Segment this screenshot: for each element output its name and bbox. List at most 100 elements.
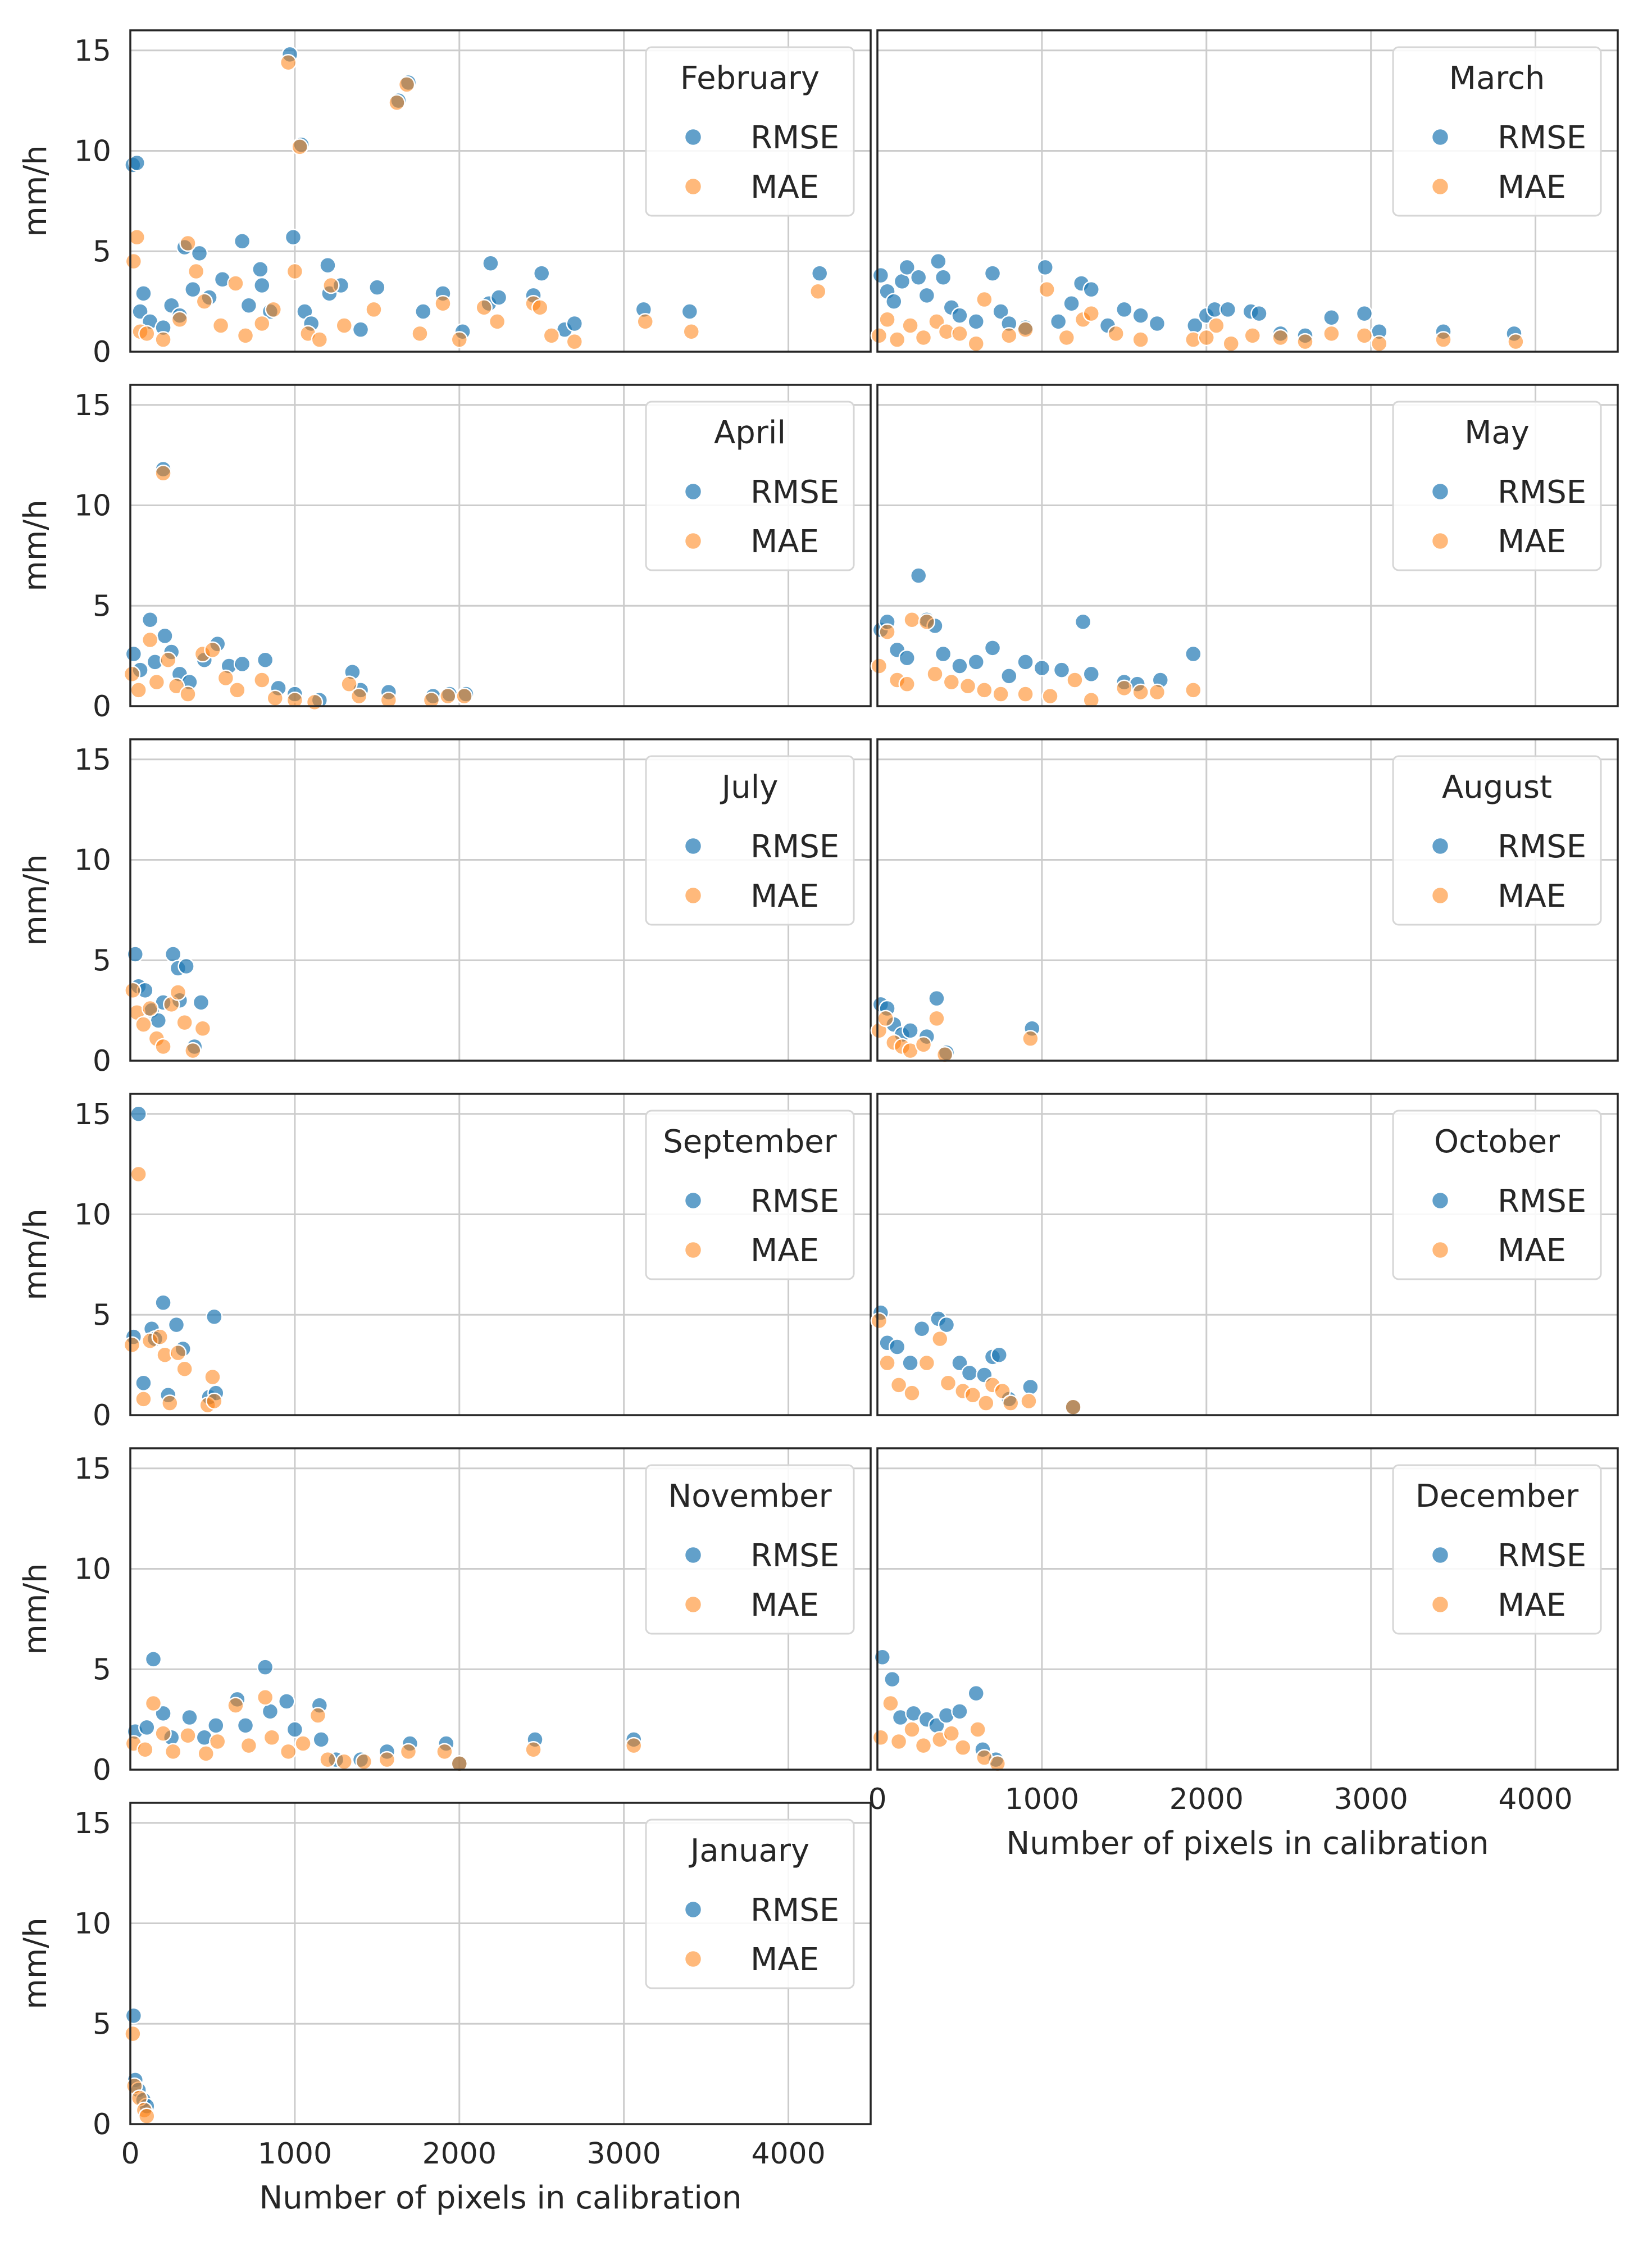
rmse-point — [154, 1294, 172, 1312]
rmse-point — [128, 154, 145, 172]
mae-point — [525, 1741, 542, 1758]
x-tick-label: 0 — [121, 2137, 139, 2171]
mae-point — [398, 76, 416, 93]
rmse-point — [566, 315, 584, 333]
mae-point — [903, 611, 921, 629]
mae-point — [976, 681, 993, 699]
y-tick-label: 10 — [74, 1198, 111, 1232]
y-tick-label: 5 — [93, 1653, 111, 1687]
rmse-point — [898, 649, 916, 667]
mae-point — [976, 290, 993, 308]
mae-point — [943, 1725, 961, 1742]
rmse-point — [181, 1708, 198, 1726]
rmse-point — [992, 303, 1009, 320]
rmse-point — [811, 265, 829, 282]
mae-point — [309, 1707, 327, 1724]
mae-point — [148, 673, 166, 691]
mae-legend-marker — [684, 886, 703, 905]
rmse-point — [286, 1721, 304, 1738]
mae-point — [279, 1743, 297, 1761]
y-tick-label: 0 — [93, 1399, 111, 1433]
x-tick-label: 1000 — [1005, 1783, 1079, 1816]
mae-point — [130, 1165, 147, 1183]
mae-point — [399, 1743, 417, 1761]
y-tick-label: 0 — [93, 335, 111, 369]
axes-frame — [129, 738, 872, 1062]
axes-frame — [129, 384, 872, 707]
legend-title: August — [1442, 769, 1552, 806]
rmse-point — [138, 1719, 156, 1737]
rmse-point — [490, 289, 508, 306]
mae-point — [311, 331, 329, 348]
mae-point — [253, 315, 271, 333]
mae-point — [682, 323, 700, 340]
y-tick-label: 10 — [74, 135, 111, 169]
mae-point — [138, 325, 156, 343]
axes-frame — [876, 1447, 1619, 1771]
mae-point — [989, 1755, 1007, 1772]
y-axis-label: mm/h — [17, 1917, 54, 2009]
mae-point — [1017, 321, 1034, 338]
x-axis-label: Number of pixels in calibration — [1006, 1825, 1489, 1862]
rmse-point — [884, 1670, 901, 1688]
mae-point — [1017, 685, 1034, 703]
mae-point — [1435, 331, 1452, 348]
mae-point — [319, 1751, 336, 1769]
legend: March RMSE MAE — [1392, 46, 1602, 217]
mae-point — [1148, 683, 1166, 701]
mae-legend-marker — [684, 177, 703, 196]
rmse-point — [902, 1022, 919, 1039]
rmse-point — [893, 272, 911, 290]
rmse-point — [898, 258, 916, 276]
mae-point — [253, 671, 271, 689]
rmse-point — [233, 233, 251, 250]
mae-point — [380, 692, 398, 709]
mae-legend-label: MAE — [1498, 878, 1566, 915]
mae-point — [128, 228, 145, 246]
mae-point — [1132, 683, 1149, 701]
mae-point — [439, 687, 457, 705]
mae-legend-label: MAE — [1498, 169, 1566, 206]
mae-point — [903, 1721, 921, 1738]
mae-legend-label: MAE — [1498, 1233, 1566, 1269]
rmse-point — [1022, 1378, 1039, 1396]
mae-point — [138, 2107, 156, 2125]
legend: November RMSE MAE — [645, 1464, 855, 1635]
mae-point — [928, 1010, 945, 1028]
mae-point — [217, 669, 235, 687]
rmse-legend-label: RMSE — [750, 120, 839, 156]
y-tick-label: 15 — [74, 1452, 111, 1486]
legend-box — [1392, 401, 1602, 571]
legend-title: January — [689, 1833, 809, 1869]
mae-point — [236, 327, 254, 344]
mae-point — [135, 1016, 152, 1033]
mae-legend-label: MAE — [750, 878, 819, 915]
rmse-point — [1000, 667, 1018, 685]
rmse-point — [192, 994, 210, 1011]
mae-point — [434, 294, 452, 312]
rmse-legend-marker — [1431, 1191, 1450, 1210]
mae-point — [130, 681, 147, 699]
mae-point — [888, 331, 906, 348]
mae-point — [141, 999, 159, 1017]
mae-point — [951, 325, 968, 343]
y-tick-label: 10 — [74, 489, 111, 523]
legend: February RMSE MAE — [645, 46, 855, 217]
mae-point — [227, 275, 244, 292]
rmse-legend-label: RMSE — [1498, 474, 1586, 511]
mae-point — [943, 673, 961, 691]
mae-point — [1082, 304, 1100, 322]
mae-point — [154, 465, 172, 482]
rmse-point — [951, 657, 968, 675]
rmse-point — [961, 1364, 979, 1382]
mae-point — [1058, 329, 1076, 347]
mae-point — [566, 333, 584, 351]
rmse-point — [1132, 307, 1149, 324]
x-tick-label: 1000 — [258, 2137, 332, 2171]
mae-legend-label: MAE — [750, 169, 819, 206]
mae-point — [263, 1729, 281, 1747]
mae-point — [1371, 335, 1388, 352]
rmse-point — [415, 303, 432, 320]
mae-point — [355, 1753, 373, 1770]
